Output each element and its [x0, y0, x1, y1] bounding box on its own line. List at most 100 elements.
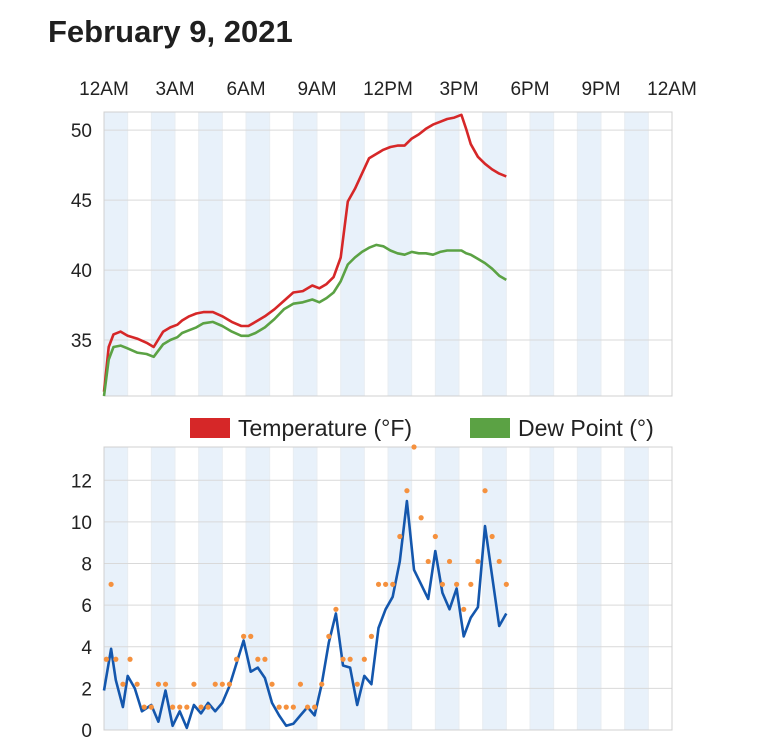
gust-point: [368, 633, 375, 639]
gust-point: [120, 681, 126, 687]
temperature-line: [102, 113, 507, 392]
y-tick-label: 2: [81, 679, 92, 700]
gust-point: [162, 681, 169, 687]
wind-speed-line: [102, 499, 508, 730]
y-tick-label: 10: [71, 513, 92, 534]
gust-point: [475, 558, 481, 565]
y-tick-label: 50: [71, 121, 92, 142]
gust-point: [103, 656, 109, 662]
gust-point: [375, 581, 382, 587]
gust-point: [326, 633, 332, 639]
page-title: February 9, 2021: [48, 14, 293, 49]
y-tick-label: 12: [71, 471, 92, 492]
hour-band: [246, 447, 270, 730]
gust-point: [290, 704, 296, 710]
gust-point: [503, 581, 509, 587]
y-tick-label: 4: [81, 638, 92, 659]
gust-point: [113, 656, 119, 662]
gust-point: [255, 656, 261, 662]
gust-point: [134, 681, 140, 687]
gust-point: [446, 558, 453, 565]
gust-point: [170, 704, 176, 710]
hour-band: [293, 112, 317, 396]
hour-band: [104, 447, 128, 730]
gust-point: [390, 581, 396, 587]
y-tick-label: 45: [71, 191, 92, 212]
hour-band: [340, 447, 365, 730]
hour-band: [151, 447, 175, 730]
y-tick-label: 8: [81, 555, 92, 576]
y-tick-label: 40: [71, 261, 92, 282]
hour-band: [577, 112, 601, 396]
gust-point: [262, 656, 268, 662]
time-label: 6AM: [226, 79, 265, 100]
gust-point: [226, 681, 233, 687]
hour-band: [198, 112, 223, 396]
gust-point: [432, 533, 438, 540]
hour-band: [530, 447, 554, 730]
gust-point: [333, 606, 339, 612]
gust-point: [198, 704, 204, 710]
legend-label: Temperature (°F): [238, 415, 412, 441]
hour-band: [577, 447, 601, 730]
legend-swatch: [190, 418, 230, 438]
gust-point: [276, 704, 282, 710]
gust-point: [212, 681, 218, 687]
hour-band: [624, 112, 649, 396]
hour-band: [151, 112, 175, 396]
gust-point: [418, 515, 424, 521]
gust-point: [241, 633, 247, 639]
gust-point: [411, 444, 417, 450]
legend-label: Dew Point (°): [518, 415, 654, 441]
hour-band: [435, 447, 459, 730]
gust-point: [347, 656, 353, 662]
gust-point: [248, 633, 254, 639]
gust-point: [354, 681, 360, 687]
gust-point: [319, 681, 325, 687]
gust-point: [397, 533, 403, 540]
gust-point: [361, 656, 367, 662]
gust-point: [482, 488, 488, 494]
hour-band: [246, 112, 270, 396]
time-label: 12AM: [647, 79, 697, 100]
gust-point: [425, 558, 431, 565]
time-label: 9AM: [297, 79, 336, 100]
gust-point: [219, 681, 225, 687]
gust-point: [127, 656, 133, 662]
hour-band: [104, 112, 128, 396]
time-label: 9PM: [581, 79, 620, 100]
gust-point: [454, 581, 460, 587]
gust-point: [177, 704, 183, 710]
plot-frame: [103, 111, 673, 397]
hour-band: [482, 112, 507, 396]
gust-point: [439, 581, 446, 587]
gust-point: [304, 704, 311, 710]
gust-point: [468, 581, 474, 587]
hour-band: [530, 112, 554, 396]
gust-point: [461, 606, 467, 612]
gust-point: [496, 558, 502, 565]
gust-point: [269, 681, 275, 687]
legend-swatch: [470, 418, 510, 438]
time-label: 3PM: [439, 79, 478, 100]
gust-point: [489, 533, 495, 540]
hour-band: [198, 447, 223, 730]
gust-point: [191, 681, 197, 687]
gust-point: [383, 581, 389, 587]
hour-band: [435, 112, 459, 396]
gust-point: [148, 704, 154, 710]
time-axis-labels: 12AM 3AM 6AM 9AM 12PM 3PM 6PM 9PM 12AM: [79, 79, 697, 100]
gust-point: [141, 704, 147, 710]
time-label: 6PM: [510, 79, 549, 100]
gust-point: [108, 581, 114, 587]
temperature-chart: 35 40 45 50: [71, 111, 673, 397]
wind-chart: 0 2 4 6 8 10 12: [71, 444, 673, 742]
time-label: 12AM: [79, 79, 129, 100]
gust-point: [184, 704, 190, 710]
plot-frame: [103, 446, 673, 731]
gust-point: [233, 656, 240, 662]
chart-legend: Temperature (°F) Dew Point (°): [190, 415, 654, 441]
gust-point: [155, 681, 162, 687]
gust-point: [312, 704, 318, 710]
